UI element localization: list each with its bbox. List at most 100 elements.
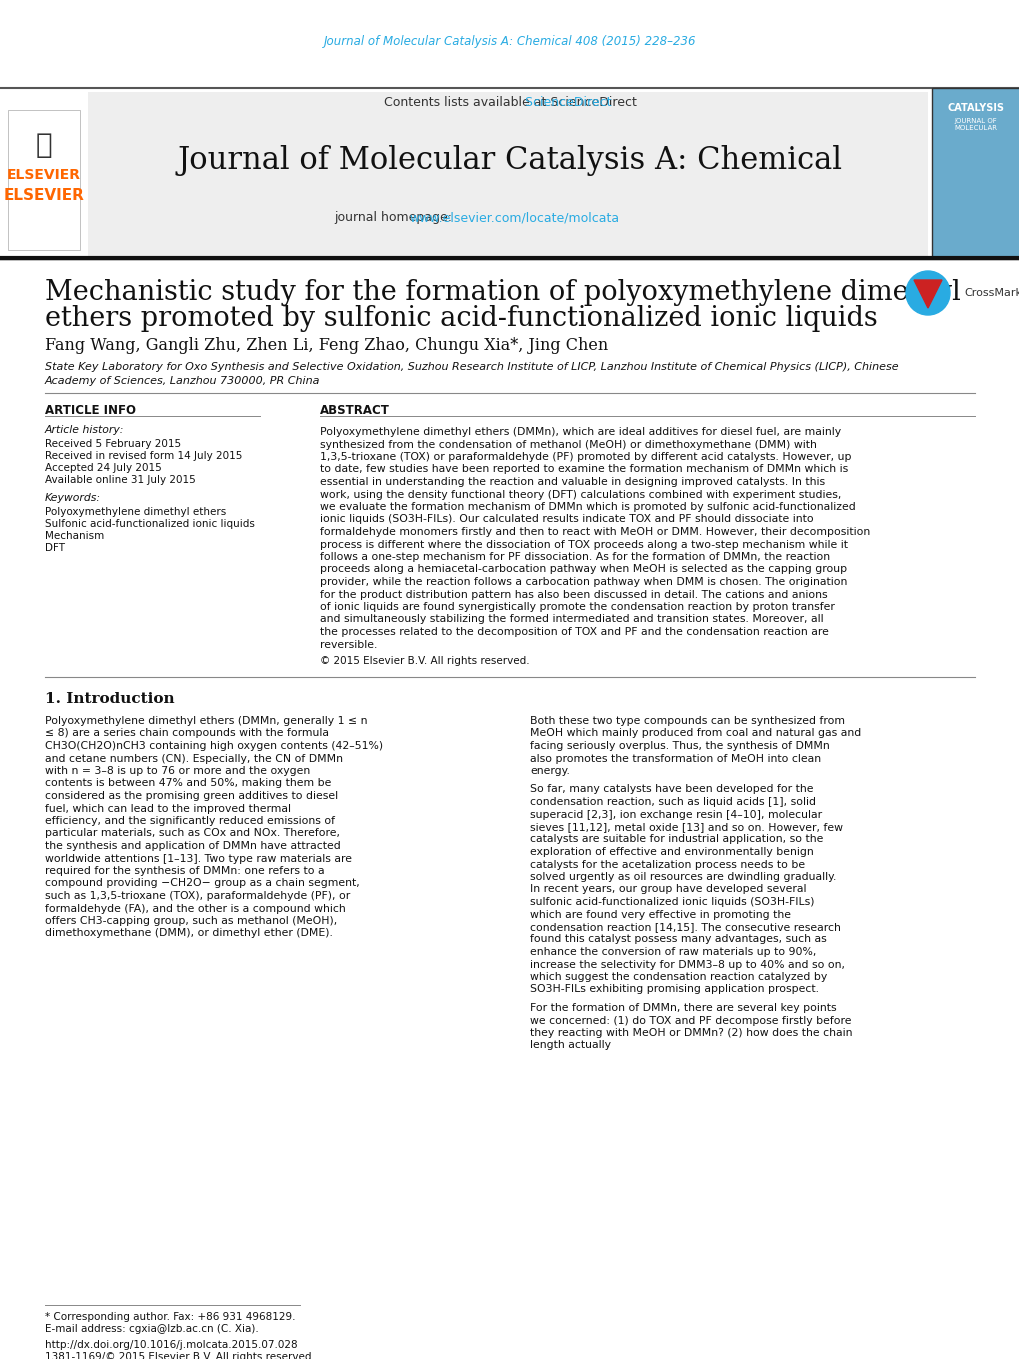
Text: which suggest the condensation reaction catalyzed by: which suggest the condensation reaction … [530, 972, 826, 983]
Text: synthesized from the condensation of methanol (MeOH) or dimethoxymethane (DMM) w: synthesized from the condensation of met… [320, 439, 816, 450]
Text: and cetane numbers (CN). Especially, the CN of DMMn: and cetane numbers (CN). Especially, the… [45, 753, 342, 764]
Text: Journal of Molecular Catalysis A: Chemical: Journal of Molecular Catalysis A: Chemic… [177, 144, 842, 175]
Text: they reacting with MeOH or DMMn? (2) how does the chain: they reacting with MeOH or DMMn? (2) how… [530, 1027, 852, 1038]
Text: Available online 31 July 2015: Available online 31 July 2015 [45, 476, 196, 485]
Text: follows a one-step mechanism for PF dissociation. As for the formation of DMMn, : follows a one-step mechanism for PF diss… [320, 552, 829, 563]
Text: we concerned: (1) do TOX and PF decompose firstly before: we concerned: (1) do TOX and PF decompos… [530, 1015, 851, 1026]
Text: Sulfonic acid-functionalized ionic liquids: Sulfonic acid-functionalized ionic liqui… [45, 519, 255, 529]
Text: length actually: length actually [530, 1041, 610, 1051]
Text: also promotes the transformation of MeOH into clean: also promotes the transformation of MeOH… [530, 753, 820, 764]
Text: provider, while the reaction follows a carbocation pathway when DMM is chosen. T: provider, while the reaction follows a c… [320, 578, 847, 587]
Text: Mechanism: Mechanism [45, 531, 104, 541]
Text: contents is between 47% and 50%, making them be: contents is between 47% and 50%, making … [45, 779, 331, 788]
Text: formaldehyde (FA), and the other is a compound which: formaldehyde (FA), and the other is a co… [45, 904, 345, 913]
Text: DFT: DFT [45, 544, 65, 553]
Text: work, using the density functional theory (DFT) calculations combined with exper: work, using the density functional theor… [320, 489, 841, 500]
Text: and simultaneously stabilizing the formed intermediated and transition states. M: and simultaneously stabilizing the forme… [320, 614, 822, 625]
Text: SO3H-FILs exhibiting promising application prospect.: SO3H-FILs exhibiting promising applicati… [530, 984, 818, 995]
Text: www.elsevier.com/locate/molcata: www.elsevier.com/locate/molcata [410, 212, 620, 224]
Text: 1,3,5-trioxane (TOX) or paraformaldehyde (PF) promoted by different acid catalys: 1,3,5-trioxane (TOX) or paraformaldehyde… [320, 453, 851, 462]
Circle shape [905, 270, 949, 315]
Text: energy.: energy. [530, 766, 570, 776]
Text: MeOH which mainly produced from coal and natural gas and: MeOH which mainly produced from coal and… [530, 728, 860, 738]
Text: sieves [11,12], metal oxide [13] and so on. However, few: sieves [11,12], metal oxide [13] and so … [530, 822, 842, 832]
Text: CH3O(CH2O)nCH3 containing high oxygen contents (42–51%): CH3O(CH2O)nCH3 containing high oxygen co… [45, 741, 383, 752]
Text: superacid [2,3], ion exchange resin [4–10], molecular: superacid [2,3], ion exchange resin [4–1… [530, 810, 821, 819]
Text: efficiency, and the significantly reduced emissions of: efficiency, and the significantly reduce… [45, 815, 334, 826]
Text: process is different where the dissociation of TOX proceeds along a two-step mec: process is different where the dissociat… [320, 540, 847, 549]
Text: to date, few studies have been reported to examine the formation mechanism of DM: to date, few studies have been reported … [320, 465, 848, 474]
Text: we evaluate the formation mechanism of DMMn which is promoted by sulfonic acid-f: we evaluate the formation mechanism of D… [320, 501, 855, 512]
Text: Polyoxymethylene dimethyl ethers: Polyoxymethylene dimethyl ethers [45, 507, 226, 516]
Text: ionic liquids (SO3H-FILs). Our calculated results indicate TOX and PF should dis: ionic liquids (SO3H-FILs). Our calculate… [320, 515, 813, 525]
Polygon shape [913, 280, 942, 308]
Text: ELSEVIER: ELSEVIER [3, 188, 85, 202]
Text: For the formation of DMMn, there are several key points: For the formation of DMMn, there are sev… [530, 1003, 836, 1012]
Text: JOURNAL OF
MOLECULAR: JOURNAL OF MOLECULAR [954, 118, 997, 132]
Text: worldwide attentions [1–13]. Two type raw materials are: worldwide attentions [1–13]. Two type ra… [45, 853, 352, 863]
Text: fuel, which can lead to the improved thermal: fuel, which can lead to the improved the… [45, 803, 290, 814]
Text: Journal of Molecular Catalysis A: Chemical 408 (2015) 228–236: Journal of Molecular Catalysis A: Chemic… [323, 35, 696, 49]
Text: considered as the promising green additives to diesel: considered as the promising green additi… [45, 791, 337, 800]
Text: Polyoxymethylene dimethyl ethers (DMMn), which are ideal additives for diesel fu: Polyoxymethylene dimethyl ethers (DMMn),… [320, 427, 841, 438]
Text: ≤ 8) are a series chain compounds with the formula: ≤ 8) are a series chain compounds with t… [45, 728, 329, 738]
Text: journal homepage:: journal homepage: [333, 212, 455, 224]
Text: formaldehyde monomers firstly and then to react with MeOH or DMM. However, their: formaldehyde monomers firstly and then t… [320, 527, 869, 537]
Text: Accepted 24 July 2015: Accepted 24 July 2015 [45, 463, 162, 473]
Text: ScienceDirect: ScienceDirect [409, 95, 610, 109]
Text: Received in revised form 14 July 2015: Received in revised form 14 July 2015 [45, 451, 243, 461]
Text: exploration of effective and environmentally benign: exploration of effective and environment… [530, 847, 813, 858]
Text: http://dx.doi.org/10.1016/j.molcata.2015.07.028: http://dx.doi.org/10.1016/j.molcata.2015… [45, 1340, 298, 1349]
Text: found this catalyst possess many advantages, such as: found this catalyst possess many advanta… [530, 935, 826, 945]
Text: * Corresponding author. Fax: +86 931 4968129.: * Corresponding author. Fax: +86 931 496… [45, 1311, 296, 1322]
Text: Academy of Sciences, Lanzhou 730000, PR China: Academy of Sciences, Lanzhou 730000, PR … [45, 376, 320, 386]
Text: Article history:: Article history: [45, 425, 124, 435]
Text: condensation reaction, such as liquid acids [1], solid: condensation reaction, such as liquid ac… [530, 796, 815, 807]
Text: reversible.: reversible. [320, 640, 377, 650]
Text: CrossMark: CrossMark [963, 288, 1019, 298]
FancyBboxPatch shape [88, 92, 927, 260]
Text: compound providing −CH2O− group as a chain segment,: compound providing −CH2O− group as a cha… [45, 878, 360, 889]
Text: which are found very effective in promoting the: which are found very effective in promot… [530, 909, 790, 920]
Text: the processes related to the decomposition of TOX and PF and the condensation re: the processes related to the decompositi… [320, 626, 828, 637]
Text: Keywords:: Keywords: [45, 493, 101, 503]
Text: Mechanistic study for the formation of polyoxymethylene dimethyl: Mechanistic study for the formation of p… [45, 279, 960, 306]
Text: E-mail address: cgxia@lzb.ac.cn (C. Xia).: E-mail address: cgxia@lzb.ac.cn (C. Xia)… [45, 1324, 259, 1335]
Text: with n = 3–8 is up to 76 or more and the oxygen: with n = 3–8 is up to 76 or more and the… [45, 766, 310, 776]
Text: the synthesis and application of DMMn have attracted: the synthesis and application of DMMn ha… [45, 841, 340, 851]
Text: proceeds along a hemiacetal-carbocation pathway when MeOH is selected as the cap: proceeds along a hemiacetal-carbocation … [320, 564, 847, 575]
Text: particular materials, such as COx and NOx. Therefore,: particular materials, such as COx and NO… [45, 829, 339, 839]
Text: In recent years, our group have developed several: In recent years, our group have develope… [530, 885, 806, 894]
Text: © 2015 Elsevier B.V. All rights reserved.: © 2015 Elsevier B.V. All rights reserved… [320, 656, 529, 666]
Text: So far, many catalysts have been developed for the: So far, many catalysts have been develop… [530, 784, 813, 795]
Text: required for the synthesis of DMMn: one refers to a: required for the synthesis of DMMn: one … [45, 866, 324, 877]
Text: catalysts for the acetalization process needs to be: catalysts for the acetalization process … [530, 859, 804, 870]
Text: essential in understanding the reaction and valuable in designing improved catal: essential in understanding the reaction … [320, 477, 824, 487]
Text: Polyoxymethylene dimethyl ethers (DMMn, generally 1 ≤ n: Polyoxymethylene dimethyl ethers (DMMn, … [45, 716, 367, 726]
Text: ABSTRACT: ABSTRACT [320, 404, 389, 416]
Text: Both these two type compounds can be synthesized from: Both these two type compounds can be syn… [530, 716, 844, 726]
Text: facing seriously overplus. Thus, the synthesis of DMMn: facing seriously overplus. Thus, the syn… [530, 741, 828, 752]
Text: 1. Introduction: 1. Introduction [45, 692, 174, 705]
FancyBboxPatch shape [931, 88, 1019, 258]
Text: Received 5 February 2015: Received 5 February 2015 [45, 439, 181, 448]
Text: sulfonic acid-functionalized ionic liquids (SO3H-FILs): sulfonic acid-functionalized ionic liqui… [530, 897, 814, 906]
FancyBboxPatch shape [8, 110, 79, 250]
Text: 🌳: 🌳 [36, 130, 52, 159]
Text: solved urgently as oil resources are dwindling gradually.: solved urgently as oil resources are dwi… [530, 872, 836, 882]
Text: enhance the conversion of raw materials up to 90%,: enhance the conversion of raw materials … [530, 947, 815, 957]
Text: Contents lists available at ScienceDirect: Contents lists available at ScienceDirec… [383, 95, 636, 109]
Text: of ionic liquids are found synergistically promote the condensation reaction by : of ionic liquids are found synergistical… [320, 602, 835, 612]
Text: ELSEVIER: ELSEVIER [7, 169, 81, 182]
Text: State Key Laboratory for Oxo Synthesis and Selective Oxidation, Suzhou Research : State Key Laboratory for Oxo Synthesis a… [45, 361, 898, 372]
Text: such as 1,3,5-trioxane (TOX), paraformaldehyde (PF), or: such as 1,3,5-trioxane (TOX), paraformal… [45, 892, 350, 901]
Text: Fang Wang, Gangli Zhu, Zhen Li, Feng Zhao, Chungu Xia*, Jing Chen: Fang Wang, Gangli Zhu, Zhen Li, Feng Zha… [45, 337, 607, 353]
Text: offers CH3-capping group, such as methanol (MeOH),: offers CH3-capping group, such as methan… [45, 916, 337, 925]
Text: ARTICLE INFO: ARTICLE INFO [45, 404, 136, 416]
Text: ethers promoted by sulfonic acid-functionalized ionic liquids: ethers promoted by sulfonic acid-functio… [45, 304, 877, 332]
Text: for the product distribution pattern has also been discussed in detail. The cati: for the product distribution pattern has… [320, 590, 826, 599]
Text: condensation reaction [14,15]. The consecutive research: condensation reaction [14,15]. The conse… [530, 921, 840, 932]
Text: increase the selectivity for DMM3–8 up to 40% and so on,: increase the selectivity for DMM3–8 up t… [530, 959, 844, 969]
Text: 1381-1169/© 2015 Elsevier B.V. All rights reserved.: 1381-1169/© 2015 Elsevier B.V. All right… [45, 1352, 315, 1359]
Text: CATALYSIS: CATALYSIS [947, 103, 1004, 113]
